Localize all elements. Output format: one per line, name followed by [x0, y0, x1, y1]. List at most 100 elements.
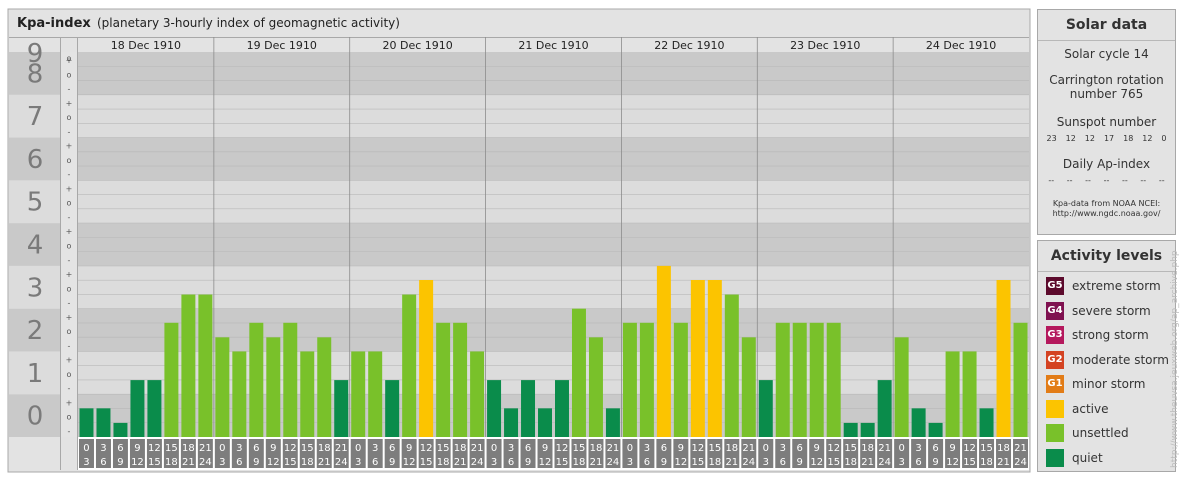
level-swatch: G3	[1046, 326, 1064, 345]
x-label-cell	[401, 439, 417, 468]
x-label-cell	[673, 439, 689, 468]
ap-label: Daily Ap-index	[1062, 157, 1151, 171]
kp-bar	[860, 422, 875, 437]
level-swatch: G4	[1046, 301, 1064, 320]
kp-bar	[877, 380, 892, 437]
level-swatch	[1046, 424, 1064, 443]
level-moderate-storm: G2 moderate storm	[1038, 348, 1175, 373]
y-subtick-label: +	[66, 184, 73, 193]
x-interval-end: 18	[437, 457, 450, 468]
kp-bar	[198, 294, 213, 437]
x-label-cell	[146, 439, 162, 468]
sunspot-value: 12	[1084, 134, 1095, 143]
kp-bar	[605, 408, 620, 437]
level-band-plot	[78, 52, 1029, 95]
x-interval-end: 15	[556, 457, 569, 468]
x-interval-start: 21	[471, 443, 484, 454]
x-interval-end: 15	[284, 457, 297, 468]
level-minor-storm: G1 minor storm	[1038, 372, 1175, 397]
x-label-cell	[350, 439, 366, 468]
level-label: minor storm	[1072, 377, 1146, 392]
y-tick-label: 6	[27, 145, 44, 175]
x-label-cell	[486, 439, 502, 468]
x-interval-end: 12	[267, 457, 280, 468]
x-label-cell	[333, 439, 349, 468]
x-interval-end: 24	[742, 457, 755, 468]
x-interval-start: 9	[270, 443, 276, 454]
kp-bar	[470, 351, 485, 437]
x-interval-start: 9	[542, 443, 548, 454]
x-interval-start: 6	[932, 443, 938, 454]
x-interval-end: 12	[403, 457, 416, 468]
x-interval-end: 6	[780, 457, 786, 468]
x-interval-end: 9	[117, 457, 123, 468]
solar-cycle: Solar cycle 14	[1064, 47, 1149, 61]
sunspot-values: 23 12 12 17 18 12 0	[1038, 134, 1175, 143]
level-severe-storm: G4 severe storm	[1038, 299, 1175, 324]
ap-value: --	[1122, 176, 1128, 185]
x-label-cell	[452, 439, 468, 468]
activity-levels-panel: Activity levels G5 extreme storm G4 seve…	[1037, 240, 1176, 472]
level-active: active	[1038, 397, 1175, 422]
x-interval-start: 0	[898, 443, 904, 454]
x-label-cell	[979, 439, 995, 468]
level-band-label	[9, 180, 60, 224]
ap-value: --	[1103, 176, 1110, 185]
kp-bar	[368, 351, 383, 437]
kp-bar	[487, 380, 502, 437]
level-label: unsettled	[1072, 426, 1129, 441]
x-interval-start: 21	[742, 443, 755, 454]
x-label-cell	[588, 439, 604, 468]
x-interval-end: 9	[661, 457, 667, 468]
x-interval-start: 18	[997, 443, 1010, 454]
x-label-cell	[826, 439, 842, 468]
kp-bar	[96, 408, 111, 437]
x-interval-start: 21	[1014, 443, 1027, 454]
x-interval-end: 15	[420, 457, 433, 468]
x-interval-start: 3	[236, 443, 242, 454]
x-interval-end: 6	[236, 457, 242, 468]
kp-bar	[571, 308, 586, 437]
day-label: 19 Dec 1910	[247, 39, 317, 52]
x-interval-end: 12	[674, 457, 687, 468]
ap-value: --	[1066, 176, 1073, 185]
level-band-label	[9, 394, 60, 437]
kp-bar	[147, 380, 162, 437]
sunspot-value: 12	[1065, 134, 1076, 143]
level-strong-storm: G3 strong storm	[1038, 323, 1175, 348]
y-subtick-label: +	[66, 56, 73, 65]
level-swatch: G5	[1046, 277, 1064, 296]
kp-bar	[317, 337, 332, 437]
kp-bar	[690, 280, 705, 437]
level-band-subtick	[61, 394, 77, 437]
kp-bar	[741, 337, 756, 437]
level-swatch	[1046, 448, 1064, 467]
day-label: 20 Dec 1910	[383, 39, 453, 52]
level-band-label	[9, 351, 60, 395]
y-tick-label: 1	[27, 359, 44, 389]
x-interval-start: 9	[814, 443, 820, 454]
x-interval-start: 0	[763, 443, 769, 454]
kp-bar	[402, 294, 417, 437]
x-interval-end: 3	[491, 457, 497, 468]
x-interval-end: 3	[355, 457, 361, 468]
kp-bar	[436, 322, 451, 437]
x-interval-end: 9	[932, 457, 938, 468]
level-quiet: quiet	[1038, 446, 1175, 471]
kp-bar	[351, 351, 366, 437]
kp-bar	[809, 322, 824, 437]
x-interval-start: 21	[878, 443, 891, 454]
x-label-cell	[520, 439, 536, 468]
kp-bar	[521, 380, 536, 437]
x-interval-start: 6	[253, 443, 259, 454]
x-label-cell	[129, 439, 145, 468]
bars	[79, 265, 1028, 437]
day-label: 18 Dec 1910	[111, 39, 181, 52]
kp-bar	[962, 351, 977, 437]
ap-value: --	[1158, 176, 1165, 185]
x-label-cell	[197, 439, 213, 468]
x-interval-start: 12	[148, 443, 161, 454]
sunspot-value: 23	[1046, 134, 1057, 143]
kp-bar	[385, 380, 400, 437]
